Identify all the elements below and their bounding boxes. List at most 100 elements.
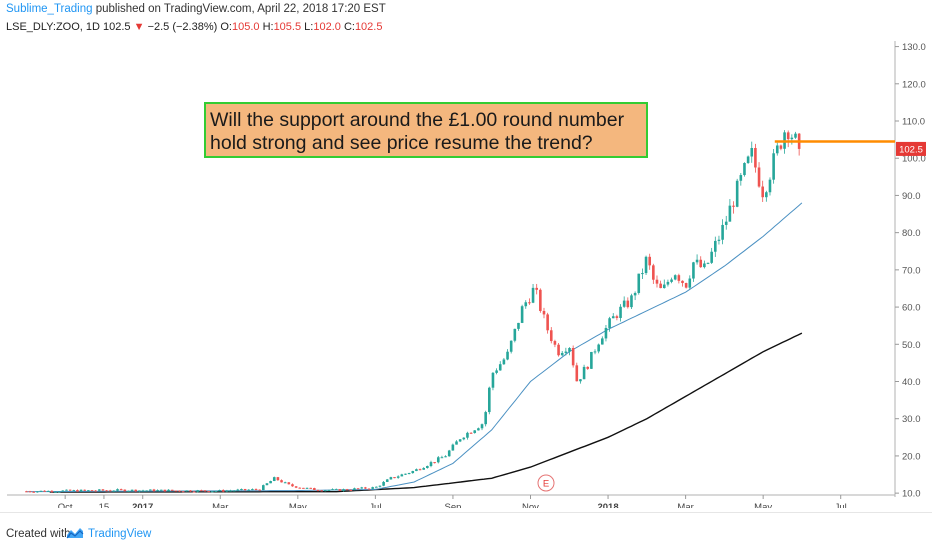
candle-body [83, 489, 87, 491]
price-axis-tick-label: 30.0 [902, 414, 921, 425]
candle-body [116, 489, 119, 491]
candle-body [200, 490, 203, 492]
candle-body [601, 338, 604, 345]
candle-body [553, 341, 557, 345]
candle-body [313, 488, 316, 491]
candle-body [272, 477, 276, 482]
candle-body [232, 490, 236, 492]
candle-body [662, 284, 666, 289]
candle-body [506, 351, 509, 360]
candle-body [517, 322, 520, 329]
candle-body [280, 480, 283, 483]
candle-body [692, 262, 695, 279]
candle-body [320, 490, 323, 492]
candle-body [36, 491, 39, 493]
candle-body [371, 487, 374, 489]
last-price: 102.5 [103, 21, 131, 33]
candle-body [46, 490, 50, 492]
candle-body [32, 491, 35, 493]
tradingview-brand-link[interactable]: TradingView [88, 528, 152, 540]
price-axis-tick-label: 40.0 [902, 377, 921, 388]
candle-body [342, 489, 345, 491]
candle-body [269, 481, 272, 484]
low-label: L: [304, 21, 314, 33]
candle-body [327, 489, 331, 491]
chart-area[interactable]: 10.0 20.0 30.0 40.0 50.0 60.0 70.0 80.0 90.0 100.… [0, 38, 932, 513]
candle-body [25, 491, 28, 493]
candle-body [214, 491, 218, 493]
candle-body [221, 490, 225, 492]
candle-body [189, 490, 192, 492]
tradingview-logo-icon[interactable] [66, 526, 84, 540]
candle-body [174, 490, 178, 492]
candle-body [119, 489, 123, 491]
candle-body [469, 432, 473, 434]
price-axis-tick-label: 70.0 [902, 265, 921, 276]
candle-body [61, 490, 65, 492]
candle-body [101, 489, 105, 491]
candle-body [637, 273, 641, 293]
candle-body [378, 485, 382, 487]
time-axis-tick-label: Oct [58, 502, 73, 508]
candle-body [520, 306, 524, 323]
candle-body [513, 328, 517, 341]
candle-body [418, 469, 422, 471]
candle-body [145, 490, 148, 492]
candle-body [254, 489, 258, 491]
candle-body [105, 490, 108, 492]
candle-body [276, 477, 280, 481]
last-price-badge-label: 102.5 [899, 144, 923, 155]
candle-body [396, 476, 400, 478]
candle-body [43, 490, 46, 492]
candle-body [466, 432, 469, 438]
candle-body [528, 302, 531, 304]
candle-body [178, 490, 181, 492]
candle-body [349, 489, 353, 491]
candle-body [112, 490, 116, 492]
candle-body [309, 487, 313, 489]
candle-body [455, 441, 458, 445]
candle-body [684, 283, 688, 288]
symbol-name[interactable]: LSE_DLY:ZOO, 1D [6, 21, 100, 33]
candle-body [790, 137, 794, 140]
candle-body [79, 489, 83, 492]
candle-body [608, 318, 611, 328]
candle-body [367, 488, 371, 490]
candle-body [97, 489, 101, 491]
time-axis-tick-label: Sep [444, 502, 461, 508]
candle-body [356, 488, 360, 490]
candle-body [385, 479, 389, 482]
candle-body [152, 489, 156, 492]
candle-body [509, 340, 513, 352]
price-axis-tick-label: 100.0 [902, 154, 926, 165]
candle-body [757, 167, 761, 187]
candle-body [203, 490, 207, 492]
candle-body [768, 179, 772, 193]
candle-body [641, 273, 644, 275]
candle-body [652, 265, 655, 280]
candle-body [444, 456, 447, 458]
price-axis-tick-label: 120.0 [902, 79, 926, 90]
open-label: O: [220, 21, 232, 33]
candle-body [287, 482, 291, 485]
candle-body [677, 275, 681, 281]
time-axis-tick-label: 15 [99, 502, 110, 508]
candle-body [560, 352, 564, 356]
last-price-badge [896, 141, 926, 156]
candle-body [294, 486, 298, 488]
candle-body [597, 344, 600, 352]
candle-body [331, 489, 334, 491]
price-axis-tick-label: 80.0 [902, 228, 921, 239]
candle-body [192, 491, 196, 493]
candle-body [196, 490, 200, 492]
candle-body [72, 490, 76, 492]
price-chart[interactable]: 10.0 20.0 30.0 40.0 50.0 60.0 70.0 80.0 90.0 100.… [0, 38, 932, 513]
time-axis-tick-label: Mar [677, 502, 693, 508]
candle-body [415, 469, 418, 472]
created-with-text: Created with [6, 528, 71, 540]
author-link[interactable]: Sublime_Trading [6, 3, 93, 15]
candle-body [108, 490, 112, 492]
candle-body [433, 462, 436, 464]
candle-body [717, 239, 721, 241]
annotation-line-1: Will the support around the £1.00 round … [210, 109, 625, 131]
